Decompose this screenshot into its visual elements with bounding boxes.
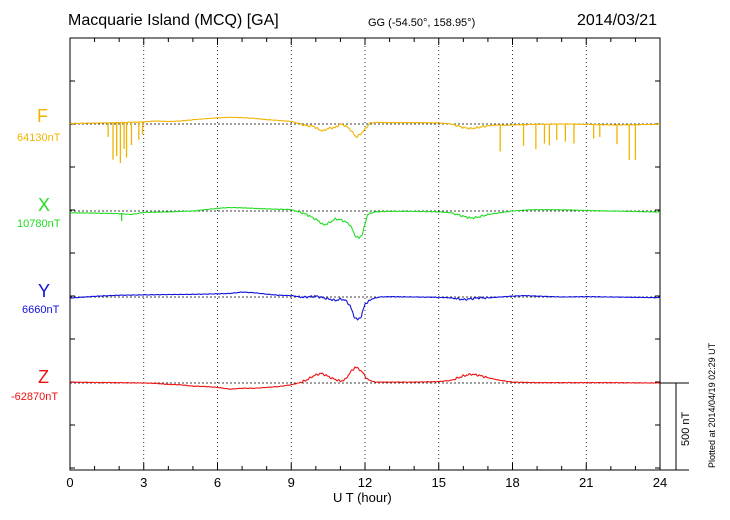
series-line-x xyxy=(69,206,660,239)
component-label-x: X xyxy=(38,195,51,215)
x-tick-label: 24 xyxy=(653,475,667,490)
series-line-f xyxy=(69,116,661,139)
station-coordinates: GG (-54.50°, 158.95°) xyxy=(368,17,476,29)
x-tick-label: 12 xyxy=(358,475,372,490)
series-line-y xyxy=(69,291,661,321)
baseline-label-y: 6660nT xyxy=(22,304,60,316)
chart-date: 2014/03/21 xyxy=(577,12,658,29)
x-tick-label: 15 xyxy=(432,475,446,490)
baseline-label-x: 10780nT xyxy=(17,218,61,230)
x-tick-label: 6 xyxy=(214,475,221,490)
component-label-y: Y xyxy=(38,281,51,301)
x-tick-label: 18 xyxy=(505,475,519,490)
series-line-z xyxy=(69,366,660,390)
baseline-label-f: 64130nT xyxy=(17,132,61,144)
component-label-f: F xyxy=(37,106,48,126)
x-tick-label: 21 xyxy=(579,475,593,490)
x-tick-label: 9 xyxy=(288,475,295,490)
x-tick-label: 0 xyxy=(66,475,73,490)
baseline-label-z: -62870nT xyxy=(11,391,59,403)
x-axis-label: U T (hour) xyxy=(333,490,392,505)
chart-title: Macquarie Island (MCQ) [GA] xyxy=(68,12,279,29)
component-label-z: Z xyxy=(38,367,49,387)
x-tick-label: 3 xyxy=(140,475,147,490)
